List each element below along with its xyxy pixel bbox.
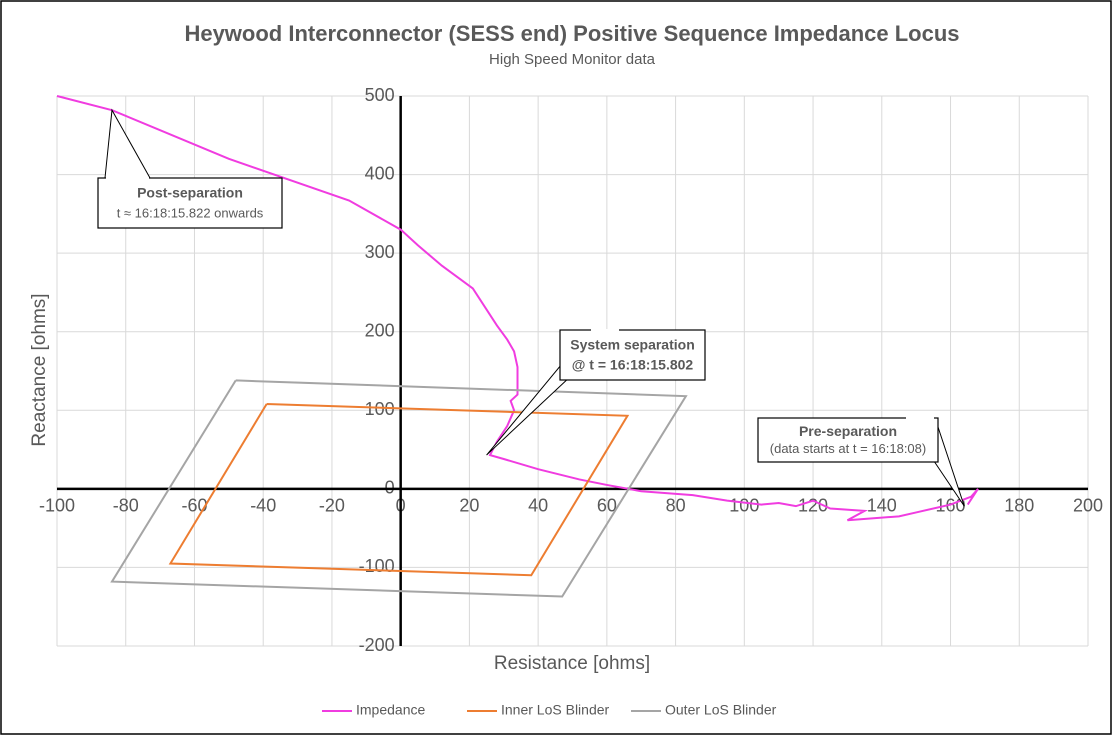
x-tick-label: 40 [528,496,548,516]
callout-title: Post-separation [137,185,243,201]
series-line [56,95,979,522]
x-tick-label: 200 [1073,496,1103,516]
y-tick-label: -100 [359,556,395,576]
x-tick-label: 120 [798,496,828,516]
x-tick-label: 20 [459,496,479,516]
x-tick-label: 100 [729,496,759,516]
callout-title: Pre-separation [799,423,897,439]
y-tick-label: -200 [359,635,395,655]
x-tick-label: -20 [319,496,345,516]
y-tick-label: 500 [365,85,395,105]
y-tick-label: 400 [365,163,395,183]
y-axis-label: Reactance [ohms] [29,293,50,446]
y-tick-label: 100 [365,399,395,419]
x-tick-label: -100 [39,496,75,516]
callout-box [559,329,706,381]
callout-text: @ t = 16:18:15.802 [572,357,694,373]
y-tick-label: 200 [365,320,395,340]
x-tick-label: -80 [113,496,139,516]
x-tick-label: 160 [936,496,966,516]
x-tick-label: 180 [1004,496,1034,516]
y-tick-label: 300 [365,242,395,262]
callout-title: System separation [570,337,695,353]
series-line [168,403,630,577]
legend-label: Inner LoS Blinder [501,702,610,718]
x-axis-label: Resistance [ohms] [494,653,650,674]
series-line [110,379,688,598]
callout-box [757,417,939,463]
legend-label: Impedance [356,702,425,718]
callout-text: t ≈ 16:18:15.822 onwards [117,205,264,220]
x-tick-label: 60 [597,496,617,516]
chart-subtitle: High Speed Monitor data [489,51,656,68]
callout-text: (data starts at t = 16:18:08) [770,441,926,456]
x-tick-label: 140 [867,496,897,516]
chart-title: Heywood Interconnector (SESS end) Positi… [184,21,959,46]
x-tick-label: 80 [666,496,686,516]
x-tick-label: -60 [181,496,207,516]
callout-box [97,177,283,229]
x-tick-label: -40 [250,496,276,516]
legend-label: Outer LoS Blinder [665,702,777,718]
